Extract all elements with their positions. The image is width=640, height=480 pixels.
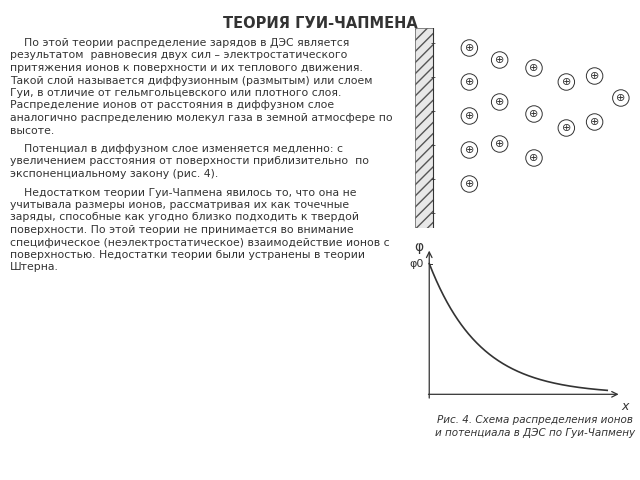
Text: экспоненциальному закону (рис. 4).: экспоненциальному закону (рис. 4).: [10, 169, 218, 179]
Text: φ: φ: [414, 240, 423, 253]
Circle shape: [586, 68, 603, 84]
Circle shape: [558, 74, 575, 90]
Text: –: –: [431, 106, 435, 116]
Text: ⊕: ⊕: [495, 139, 504, 149]
Text: По этой теории распределение зарядов в ДЭС является: По этой теории распределение зарядов в Д…: [10, 38, 349, 48]
Text: ⊕: ⊕: [562, 123, 571, 133]
Text: ⊕: ⊕: [529, 63, 539, 73]
Circle shape: [461, 108, 477, 124]
Text: ⊕: ⊕: [465, 111, 474, 121]
Circle shape: [492, 94, 508, 110]
Text: ⊕: ⊕: [590, 71, 599, 81]
Circle shape: [461, 142, 477, 158]
Text: ⊕: ⊕: [465, 179, 474, 189]
Text: –: –: [431, 174, 435, 184]
Text: притяжения ионов к поверхности и их теплового движения.: притяжения ионов к поверхности и их тепл…: [10, 63, 363, 73]
Circle shape: [525, 60, 542, 76]
Text: ⊕: ⊕: [465, 43, 474, 53]
Text: и потенциала в ДЭС по Гуи-Чапмену: и потенциала в ДЭС по Гуи-Чапмену: [435, 428, 635, 438]
Text: ⊕: ⊕: [465, 77, 474, 87]
Circle shape: [461, 176, 477, 192]
Text: увеличением расстояния от поверхности приблизительно  по: увеличением расстояния от поверхности пр…: [10, 156, 369, 167]
Text: ⊕: ⊕: [590, 117, 599, 127]
Circle shape: [461, 40, 477, 56]
Text: поверхности. По этой теории не принимается во внимание: поверхности. По этой теории не принимает…: [10, 225, 354, 235]
Text: ⊕: ⊕: [529, 109, 539, 119]
Text: ⊕: ⊕: [529, 153, 539, 163]
Circle shape: [558, 120, 575, 136]
Text: Такой слой называется диффузионным (размытым) или слоем: Такой слой называется диффузионным (разм…: [10, 75, 372, 85]
Text: учитывала размеры ионов, рассматривая их как точечные: учитывала размеры ионов, рассматривая их…: [10, 200, 349, 210]
Text: ⊕: ⊕: [495, 97, 504, 107]
Text: Гуи, в отличие от гельмгольцевского или плотного слоя.: Гуи, в отличие от гельмгольцевского или …: [10, 88, 341, 98]
Text: Недостатком теории Гуи-Чапмена явилось то, что она не: Недостатком теории Гуи-Чапмена явилось т…: [10, 188, 356, 197]
Text: Распределение ионов от расстояния в диффузном слое: Распределение ионов от расстояния в дифф…: [10, 100, 334, 110]
Text: Рис. 4. Схема распределения ионов: Рис. 4. Схема распределения ионов: [437, 415, 633, 425]
Text: x: x: [621, 399, 628, 413]
Text: специфическое (неэлектростатическое) взаимодействие ионов с: специфическое (неэлектростатическое) вза…: [10, 238, 390, 248]
Circle shape: [492, 52, 508, 68]
Text: результатом  равновесия двух сил – электростатического: результатом равновесия двух сил – электр…: [10, 50, 348, 60]
Text: высоте.: высоте.: [10, 125, 54, 135]
Text: –: –: [431, 38, 435, 48]
Text: Потенциал в диффузном слое изменяется медленно: с: Потенциал в диффузном слое изменяется ме…: [10, 144, 343, 154]
Text: ⊕: ⊕: [465, 145, 474, 155]
Text: заряды, способные как угодно близко подходить к твердой: заряды, способные как угодно близко подх…: [10, 213, 359, 223]
Text: ТЕОРИЯ ГУИ-ЧАПМЕНА: ТЕОРИЯ ГУИ-ЧАПМЕНА: [223, 16, 417, 31]
Text: ⊕: ⊕: [562, 77, 571, 87]
Text: φ0: φ0: [410, 259, 424, 268]
Circle shape: [525, 106, 542, 122]
Text: Штерна.: Штерна.: [10, 263, 59, 273]
Circle shape: [492, 136, 508, 152]
Circle shape: [586, 114, 603, 130]
Bar: [415, 28, 433, 228]
Circle shape: [461, 74, 477, 90]
Text: –: –: [431, 140, 435, 150]
Circle shape: [612, 90, 629, 106]
Text: –: –: [431, 72, 435, 82]
Text: поверхностью. Недостатки теории были устранены в теории: поверхностью. Недостатки теории были уст…: [10, 250, 365, 260]
Text: ⊕: ⊕: [616, 93, 625, 103]
Text: аналогично распределению молекул газа в земной атмосфере по: аналогично распределению молекул газа в …: [10, 113, 392, 123]
Circle shape: [525, 150, 542, 166]
Text: –: –: [431, 208, 435, 218]
Text: ⊕: ⊕: [495, 55, 504, 65]
